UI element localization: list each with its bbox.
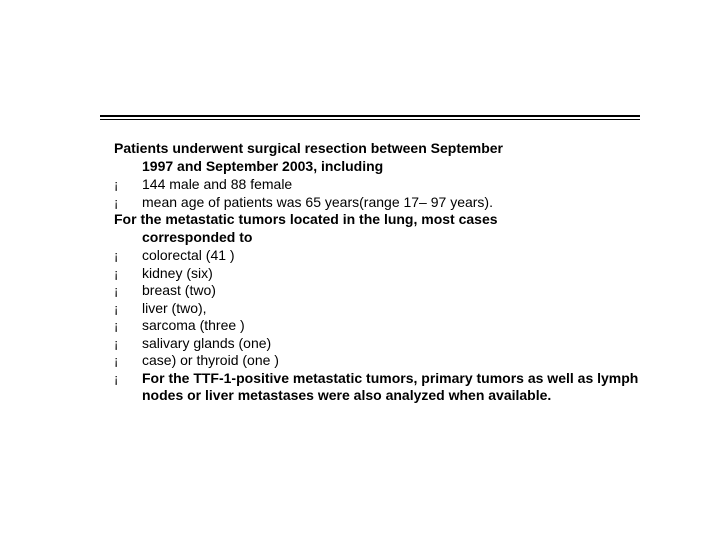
- heading-1-line2: 1997 and September 2003, including: [114, 158, 383, 174]
- bullet-icon: ¡: [114, 265, 142, 283]
- list-item: ¡ For the TTF-1-positive metastatic tumo…: [114, 370, 640, 405]
- bullet-text-bold: For the TTF-1-positive metastatic tumors…: [142, 370, 640, 405]
- bullet-icon: ¡: [114, 352, 142, 370]
- list-item: ¡ liver (two),: [114, 300, 640, 318]
- list-item: ¡ salivary glands (one): [114, 335, 640, 353]
- heading-2: For the metastatic tumors located in the…: [114, 211, 640, 246]
- bullet-icon: ¡: [114, 282, 142, 300]
- list-item: ¡ sarcoma (three ): [114, 317, 640, 335]
- title-rule-top: [100, 115, 640, 117]
- slide: Patients underwent surgical resection be…: [0, 0, 720, 540]
- list-item: ¡ kidney (six): [114, 265, 640, 283]
- list-item: ¡ 144 male and 88 female: [114, 176, 640, 194]
- list-item: ¡ breast (two): [114, 282, 640, 300]
- bullet-text: mean age of patients was 65 years(range …: [142, 194, 640, 212]
- bullet-text: salivary glands (one): [142, 335, 640, 353]
- bullet-text: case) or thyroid (one ): [142, 352, 640, 370]
- list-item: ¡ case) or thyroid (one ): [114, 352, 640, 370]
- bullet-icon: ¡: [114, 247, 142, 265]
- bullet-icon: ¡: [114, 335, 142, 353]
- content-block: Patients underwent surgical resection be…: [114, 140, 640, 405]
- heading-1-line1: Patients underwent surgical resection be…: [114, 140, 503, 156]
- bullet-text: liver (two),: [142, 300, 640, 318]
- list-item: ¡ mean age of patients was 65 years(rang…: [114, 194, 640, 212]
- bullet-text: breast (two): [142, 282, 640, 300]
- bullet-text: colorectal (41 ): [142, 247, 640, 265]
- title-rule-bottom: [100, 119, 640, 120]
- bullet-icon: ¡: [114, 300, 142, 318]
- bullet-icon: ¡: [114, 194, 142, 212]
- heading-1: Patients underwent surgical resection be…: [114, 140, 640, 175]
- heading-2-line2: corresponded to: [114, 229, 252, 245]
- heading-2-line1: For the metastatic tumors located in the…: [114, 211, 498, 227]
- bullet-icon: ¡: [114, 317, 142, 335]
- bullet-text: sarcoma (three ): [142, 317, 640, 335]
- bullet-text: kidney (six): [142, 265, 640, 283]
- list-item: ¡ colorectal (41 ): [114, 247, 640, 265]
- bullet-text: 144 male and 88 female: [142, 176, 640, 194]
- bullet-icon: ¡: [114, 176, 142, 194]
- bullet-icon: ¡: [114, 370, 142, 388]
